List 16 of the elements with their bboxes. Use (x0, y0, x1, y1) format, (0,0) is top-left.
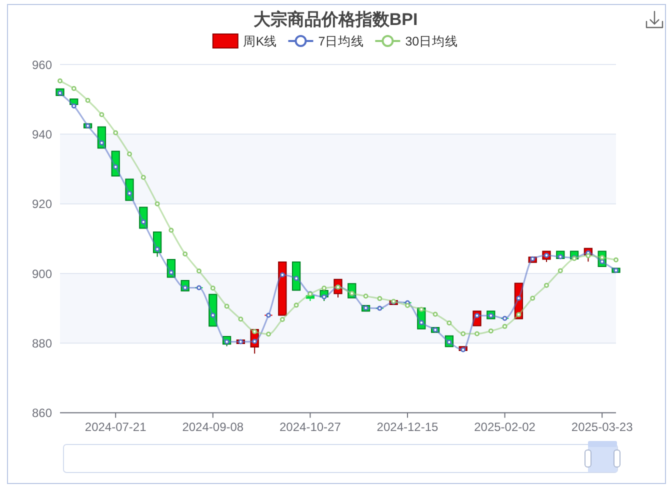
legend-label: 7日均线 (318, 34, 364, 48)
x-tick-label: 2025-02-02 (474, 420, 536, 434)
x-tick-label: 2024-09-08 (182, 420, 244, 434)
x-tick-label: 2025-03-23 (571, 420, 634, 434)
x-tick-label: 2024-12-15 (376, 420, 439, 434)
y-tick-label: 920 (32, 197, 52, 212)
y-tick-label: 960 (32, 58, 52, 72)
legend-label: 周K线 (242, 34, 278, 48)
y-tick-label: 900 (32, 266, 52, 281)
y-tick-label: 940 (32, 127, 52, 142)
title: 大宗商品价格指数BPI (253, 10, 418, 29)
x-tick-label: 2024-10-27 (280, 420, 342, 434)
y-tick-label: 860 (32, 406, 52, 420)
x-tick-label: 2024-07-21 (84, 420, 147, 434)
y-tick-label: 880 (32, 336, 52, 350)
legend-label: 30日均线 (405, 34, 458, 48)
